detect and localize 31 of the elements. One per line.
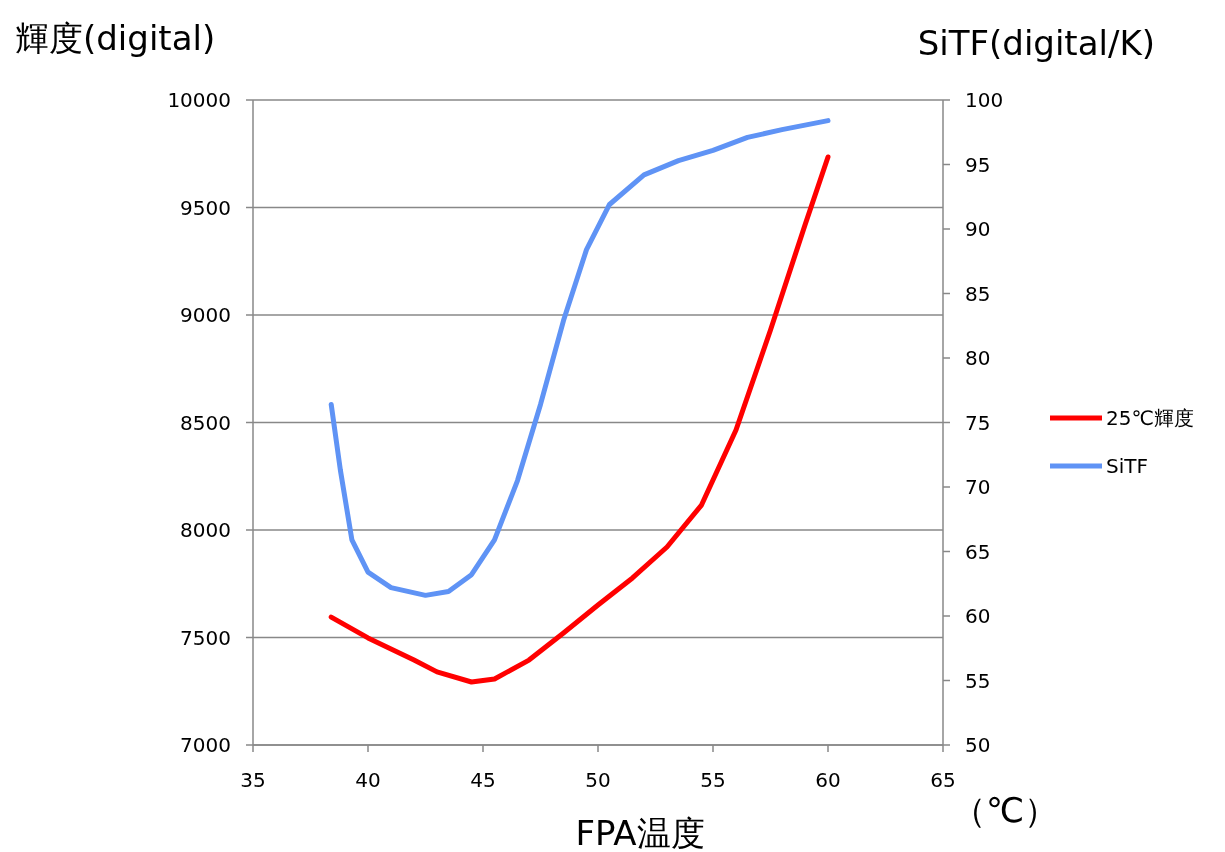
y-tick-label: 8500 (180, 410, 231, 435)
y2-tick-label: 80 (965, 346, 991, 370)
text: （℃） (951, 790, 1059, 830)
y2-tick-label: 70 (965, 475, 991, 499)
y2-tick-label: 55 (965, 668, 991, 693)
y2-axis-title: SiTF(digital/K) (917, 23, 1155, 63)
y-tick-label: 9000 (180, 303, 231, 327)
y-tick-label: 7500 (180, 625, 231, 650)
y2-tick-label: 100 (965, 88, 1004, 112)
legend-label: SiTF (1106, 454, 1148, 478)
legend-label: 25℃輝度 (1106, 406, 1194, 430)
x-tick-label: 60 (815, 768, 841, 792)
y2-tick-label: 85 (965, 281, 991, 306)
y-axis-title: 輝度(digital) (15, 18, 216, 58)
x-tick-label: 40 (355, 768, 381, 792)
x-tick-label: 65 (930, 768, 956, 792)
y2-tick-label: 65 (965, 539, 991, 564)
y-tick-label: 8000 (180, 518, 231, 542)
y2-tick-label: 60 (965, 604, 991, 628)
x-axis-title: FPA温度 (575, 813, 705, 852)
x-tick-label: 45 (470, 768, 496, 792)
y2-tick-label: 75 (965, 410, 991, 435)
x-tick-label: 50 (585, 768, 611, 792)
y2-tick-label: 50 (965, 733, 991, 757)
x-tick-label: 55 (700, 768, 726, 792)
y-tick-label: 7000 (180, 733, 231, 757)
x-tick-label: 35 (240, 768, 266, 792)
y-tick-label: 10000 (167, 88, 231, 112)
y2-tick-label: 90 (965, 217, 991, 241)
y-tick-label: 9500 (180, 195, 231, 220)
y2-tick-label: 95 (965, 152, 991, 177)
